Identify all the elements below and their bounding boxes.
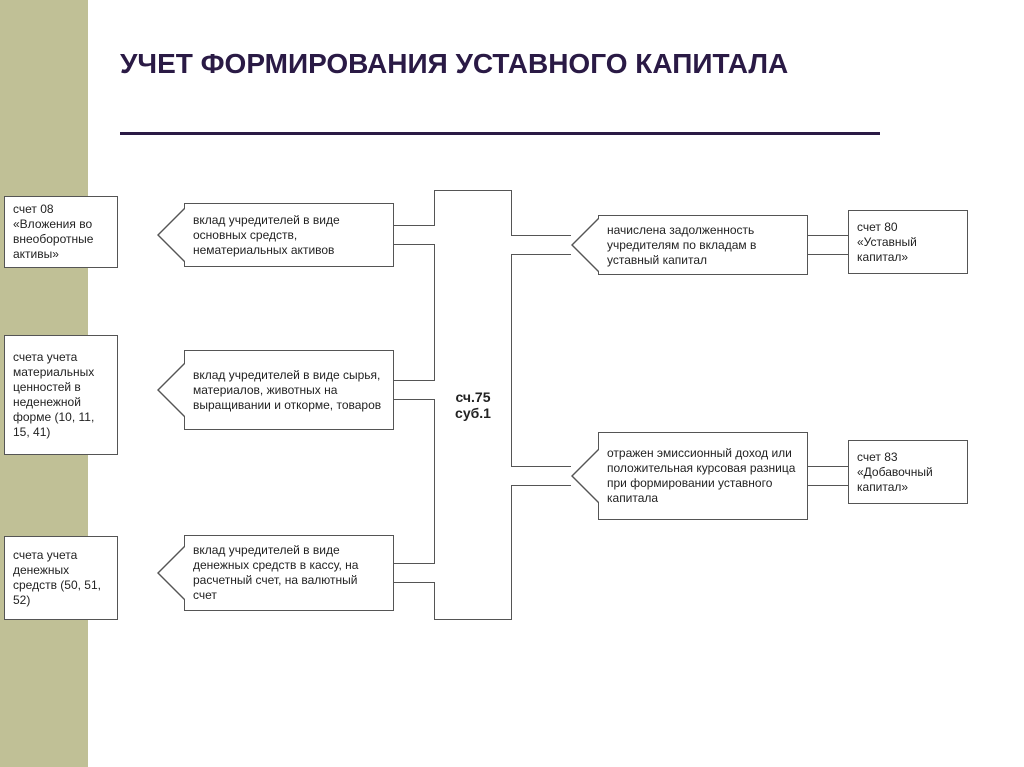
left-arrow-3: вклад учредителей в виде денежных средст… (184, 535, 394, 611)
center-account-box: сч.75 суб.1 (434, 190, 512, 620)
title-underline (120, 132, 880, 135)
right-box-2: счет 83 «Добавочный капитал» (848, 440, 968, 504)
right-arrow-2-stem (511, 466, 571, 486)
center-line2: суб.1 (455, 405, 491, 421)
left-arrow-1: вклад учредителей в виде основных средст… (184, 203, 394, 267)
right-box-1: счет 80 «Уставный капитал» (848, 210, 968, 274)
left-arrow-2-tail (393, 380, 435, 400)
page-title: УЧЕТ ФОРМИРОВАНИЯ УСТАВНОГО КАПИТАЛА (120, 48, 788, 80)
right-arrow-1: начислена задолженность учредителям по в… (598, 215, 808, 275)
left-arrow-3-tail (393, 563, 435, 583)
right-arrow-2: отражен эмиссионный доход или положитель… (598, 432, 808, 520)
left-arrow-1-tail (393, 225, 435, 245)
right-arrow-2-tail (807, 466, 849, 486)
right-arrow-1-stem (511, 235, 571, 255)
right-arrow-1-tail (807, 235, 849, 255)
left-arrow-2: вклад учредителей в виде сырья, материал… (184, 350, 394, 430)
center-line1: сч.75 (455, 389, 490, 405)
left-box-2: счета учета материальных ценностей в нед… (4, 335, 118, 455)
left-box-3: счета учета денежных средств (50, 51, 52… (4, 536, 118, 620)
left-box-1: счет 08 «Вложения во внеоборотные активы… (4, 196, 118, 268)
